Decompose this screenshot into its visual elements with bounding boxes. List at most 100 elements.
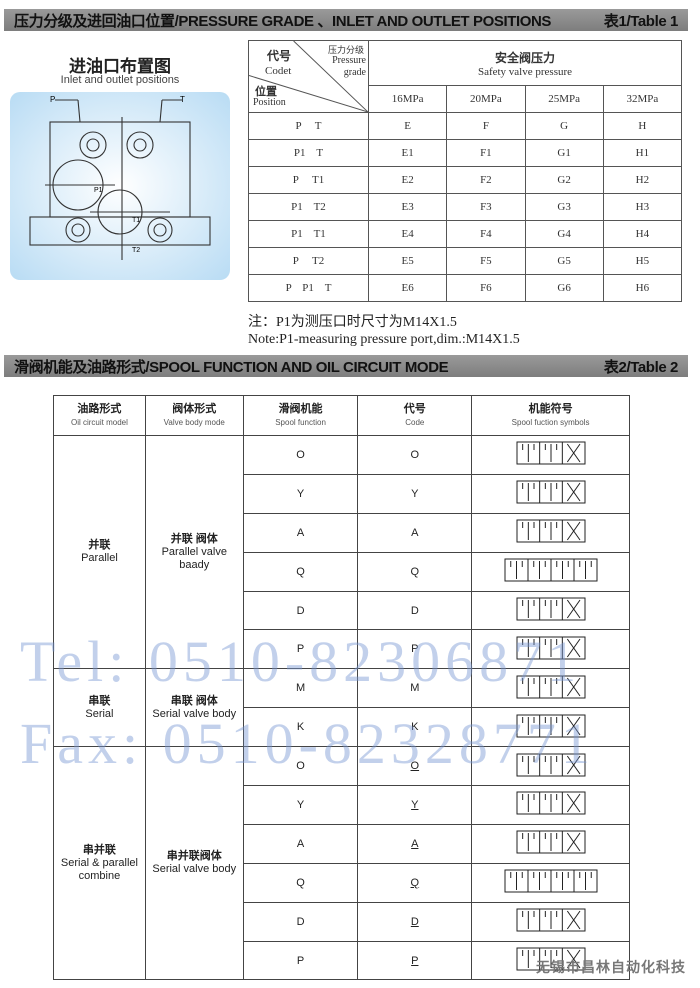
table-row: P1 T E1 F1 G1 H1 [248,139,683,167]
spool-function-cell: D [242,901,359,942]
code-cell: Y [357,473,473,514]
header-cn: 机能符号 [528,402,573,415]
spool-symbol-D-icon [516,597,586,621]
code-cell: G2 [524,166,604,194]
code-cell: G1 [524,139,604,167]
column-header: 机能符号 Spool fuction symbols [471,395,630,436]
section1-header: 压力分级及进回油口位置/PRESSURE GRADE 、INLET AND OU… [4,9,688,31]
code-value: O [410,760,420,773]
pressure-header: 25MPa [524,85,604,113]
label-t2: T2 [132,247,140,254]
spool-symbol-Q-icon [504,558,598,582]
code-cell: G [524,112,604,140]
valve-body-cell: 串联 阀体 Serial valve body [144,668,244,748]
code-cell: F6 [446,274,526,302]
position-cn: 位置 [255,86,277,98]
oil-circuit-cn: 并联 [88,539,111,552]
column-header: 代号 Code [357,395,473,436]
valve-body-en: Serial valve body [152,707,237,720]
code-cell: E6 [367,274,448,302]
note-cn: 注：P1为测压口时尺寸为M14X1.5 [248,315,457,330]
code-cell: P [357,940,473,981]
section2-table-no: 表2/Table 2 [603,358,678,376]
code-cell: G3 [524,193,604,221]
code-value: A [411,526,419,539]
position-en: Position [253,97,286,108]
spool-symbol-A-icon [516,830,586,854]
table-row: 串联 Serial 串联 阀体 Serial valve body M M [53,668,630,748]
code-cell: E1 [367,139,448,167]
company-watermark: 无锡市昌林自动化科技 [536,959,686,975]
code-cell: H3 [602,193,683,221]
spool-function-cell: Q [242,862,359,903]
header-en: Oil circuit model [70,417,128,427]
code-cell: F3 [446,193,526,221]
oil-circuit-en: Parallel [81,552,118,565]
position-cell: P T1 [248,166,369,194]
grade-cn: 压力分级 [327,45,364,55]
code-cell: D [357,901,473,942]
section1-table-no: 表1/Table 1 [603,12,678,30]
spool-function-cell: K [242,707,359,748]
table-row: P P1 T E6 F6 G6 H6 [248,274,683,302]
label-p1: P1 [94,187,103,194]
table-row: P1 T2 E3 F3 G3 H3 [248,193,683,221]
symbol-cell [471,629,630,670]
valve-body-cn: 串并联阀体 [166,850,222,863]
code-value: M [410,682,420,695]
oil-circuit-cell: 并联 Parallel [53,434,146,670]
spool-function-cell: A [242,512,359,553]
symbol-cell [471,590,630,631]
code-cell: G6 [524,274,604,302]
code-cn: 代号 [267,49,292,63]
corner-header-cell: 代号 Codet 压力分级 Pressure grade 位置 Position [248,40,369,113]
spool-function-cell: M [242,668,359,709]
spool-symbol-K-icon [516,714,586,738]
code-cell: G5 [524,247,604,275]
grade-en2: grade [343,67,366,78]
oil-circuit-cell: 串联 Serial [53,668,146,748]
table-row: P1 T1 E4 F4 G4 H4 [248,220,683,248]
spool-symbol-M-icon [516,675,586,699]
code-cell: E2 [367,166,448,194]
spool-function-cell: O [242,435,359,475]
section2-title: 滑阀机能及油路形式/SPOOL FUNCTION AND OIL CIRCUIT… [14,358,449,376]
position-cell: P1 T1 [248,220,369,248]
spool-function-cell: Y [242,473,359,514]
spool-symbol-D-icon [516,908,586,932]
code-value: K [411,721,419,734]
code-cell: F2 [446,166,526,194]
symbol-cell [471,940,630,981]
table-row: P T2 E5 F5 G5 H5 [248,247,683,275]
oil-circuit-cell: 串并联 Serial & parallel combine [53,746,146,981]
symbol-cell [471,435,630,475]
valve-body-cn: 并联 阀体 [170,532,218,545]
spool-symbol-O-icon [516,753,586,777]
code-value: Y [411,798,419,811]
table-row: 并联 Parallel 并联 阀体 Parallel valve baady O O [53,434,630,670]
note-en: Note:P1-measuring pressure port,dim.:M14… [248,332,520,347]
symbol-cell [471,862,630,903]
safety-cn: 安全阀压力 [494,50,555,65]
symbol-cell [471,512,630,553]
code-cell: F [446,112,526,140]
code-cell: Y [357,785,473,825]
pressure-grade-table: 代号 Codet 压力分级 Pressure grade 位置 Position… [248,40,683,302]
position-cell: P T2 [248,247,369,275]
header-en: Spool fuction symbols [511,417,590,427]
header-cn: 滑阀机能 [278,402,323,415]
diagram-subtitle: Inlet and outlet positions [60,74,180,86]
spool-function-cell: D [242,590,359,631]
grade-en1: Pressure [332,55,366,66]
spool-function-cell: P [242,629,359,670]
code-cell: E3 [367,193,448,221]
symbol-cell [471,746,630,787]
header-cn: 阀体形式 [172,402,217,415]
spool-symbol-Q-icon [504,869,598,893]
code-value: P [411,643,419,656]
code-value: Q [410,565,420,578]
code-value: D [410,915,419,928]
header-en: Code [405,417,425,427]
